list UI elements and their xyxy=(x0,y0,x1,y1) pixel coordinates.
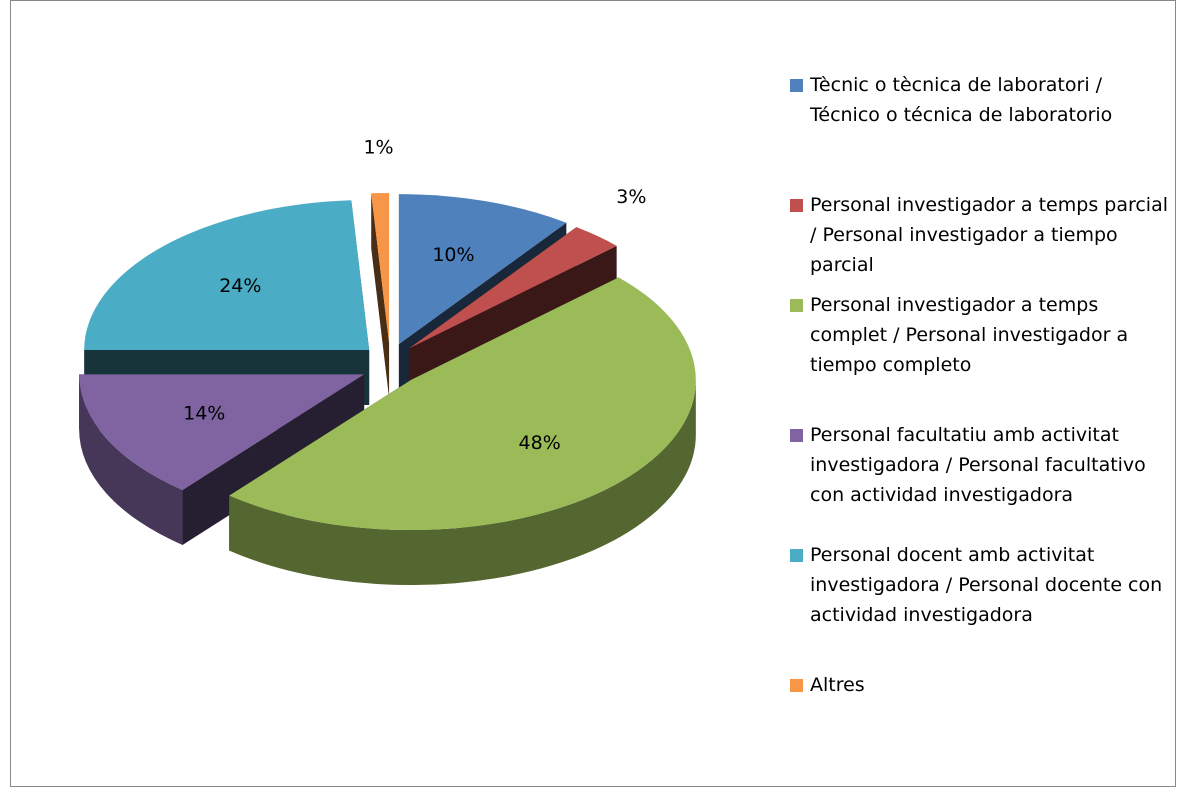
legend-item: Personal docent amb activitat investigad… xyxy=(790,540,1170,630)
legend-label: Personal investigador a temps complet / … xyxy=(810,294,1129,376)
data-label: 10% xyxy=(432,244,474,266)
legend-label: Personal docent amb activitat investigad… xyxy=(810,544,1163,626)
slice-top xyxy=(229,277,696,531)
slice-side xyxy=(79,374,183,545)
legend-swatch xyxy=(790,429,803,442)
slice xyxy=(79,374,365,545)
legend-swatch xyxy=(790,299,803,312)
slice-top xyxy=(371,193,390,344)
legend-label: Personal investigador a temps parcial / … xyxy=(810,194,1169,276)
data-label: 3% xyxy=(616,186,646,208)
data-label: 1% xyxy=(363,137,393,159)
slice-top xyxy=(408,227,617,349)
data-label: 14% xyxy=(183,402,225,424)
legend-item: Personal facultatiu amb activitat invest… xyxy=(790,420,1170,510)
slice-wall xyxy=(371,193,390,399)
legend-label: Altres xyxy=(810,674,865,696)
legend-swatch xyxy=(790,549,803,562)
legend-item: Personal investigador a temps parcial / … xyxy=(790,190,1170,280)
slice-top xyxy=(84,200,370,350)
slice xyxy=(84,200,370,405)
slice-top xyxy=(79,374,365,490)
legend-swatch xyxy=(790,679,803,692)
legend-label: Personal facultatiu amb activitat invest… xyxy=(810,424,1146,506)
legend-item: Tècnic o tècnica de laboratori / Técnico… xyxy=(790,70,1170,130)
legend-item: Altres xyxy=(790,670,1170,700)
legend-item: Personal investigador a temps complet / … xyxy=(790,290,1170,380)
legend-label: Tècnic o tècnica de laboratori / Técnico… xyxy=(810,74,1113,126)
slice-side xyxy=(229,380,696,586)
slice xyxy=(371,193,390,399)
legend-swatch xyxy=(790,79,803,92)
legend-swatch xyxy=(790,199,803,212)
slice xyxy=(229,277,696,586)
data-label: 24% xyxy=(219,275,261,297)
slice-top xyxy=(398,194,567,345)
data-label: 48% xyxy=(519,432,561,454)
